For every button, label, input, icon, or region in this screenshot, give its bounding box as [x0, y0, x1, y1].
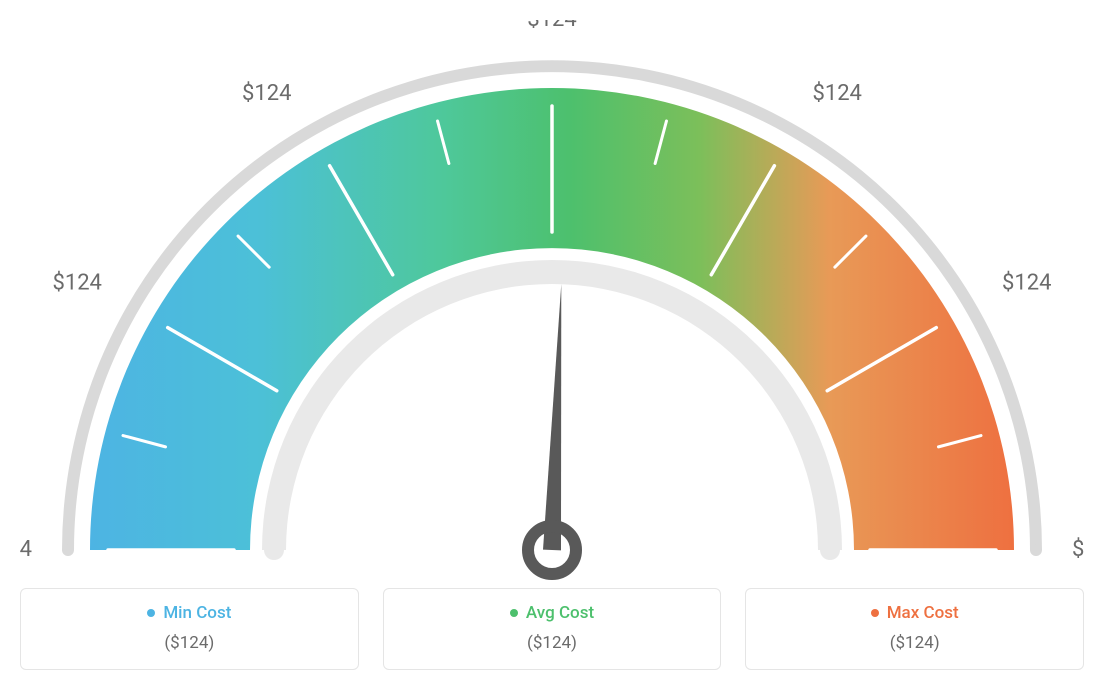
legend-dot-icon: [147, 609, 155, 617]
legend-value: ($124): [756, 633, 1073, 653]
legend-value: ($124): [394, 633, 711, 653]
gauge-svg: $124 $124 $124 $124 $124 $124 $124: [20, 20, 1084, 580]
legend-card-max: Max Cost ($124): [745, 588, 1084, 670]
legend-card-min: Min Cost ($124): [20, 588, 359, 670]
legend-label: Min Cost: [163, 603, 231, 623]
gauge-tick-label: $124: [527, 20, 576, 32]
gauge-tick-label: $124: [1002, 271, 1051, 296]
legend-dot-icon: [871, 609, 879, 617]
legend-label: Avg Cost: [526, 603, 594, 623]
gauge-tick-label: $124: [1072, 537, 1084, 562]
gauge-tick-label: $124: [242, 81, 291, 106]
legend-label: Max Cost: [887, 603, 959, 623]
legend-card-avg: Avg Cost ($124): [383, 588, 722, 670]
gauge-tick-label: $124: [812, 81, 861, 106]
legend-row: Min Cost ($124) Avg Cost ($124) Max Cost ($12…: [20, 588, 1084, 670]
legend-dot-icon: [510, 609, 518, 617]
gauge-tick-label: $124: [20, 537, 32, 562]
legend-value: ($124): [31, 633, 348, 653]
gauge-chart: $124 $124 $124 $124 $124 $124 $124: [20, 20, 1084, 580]
gauge-tick-label: $124: [52, 271, 101, 296]
gauge-needle: [543, 284, 561, 550]
